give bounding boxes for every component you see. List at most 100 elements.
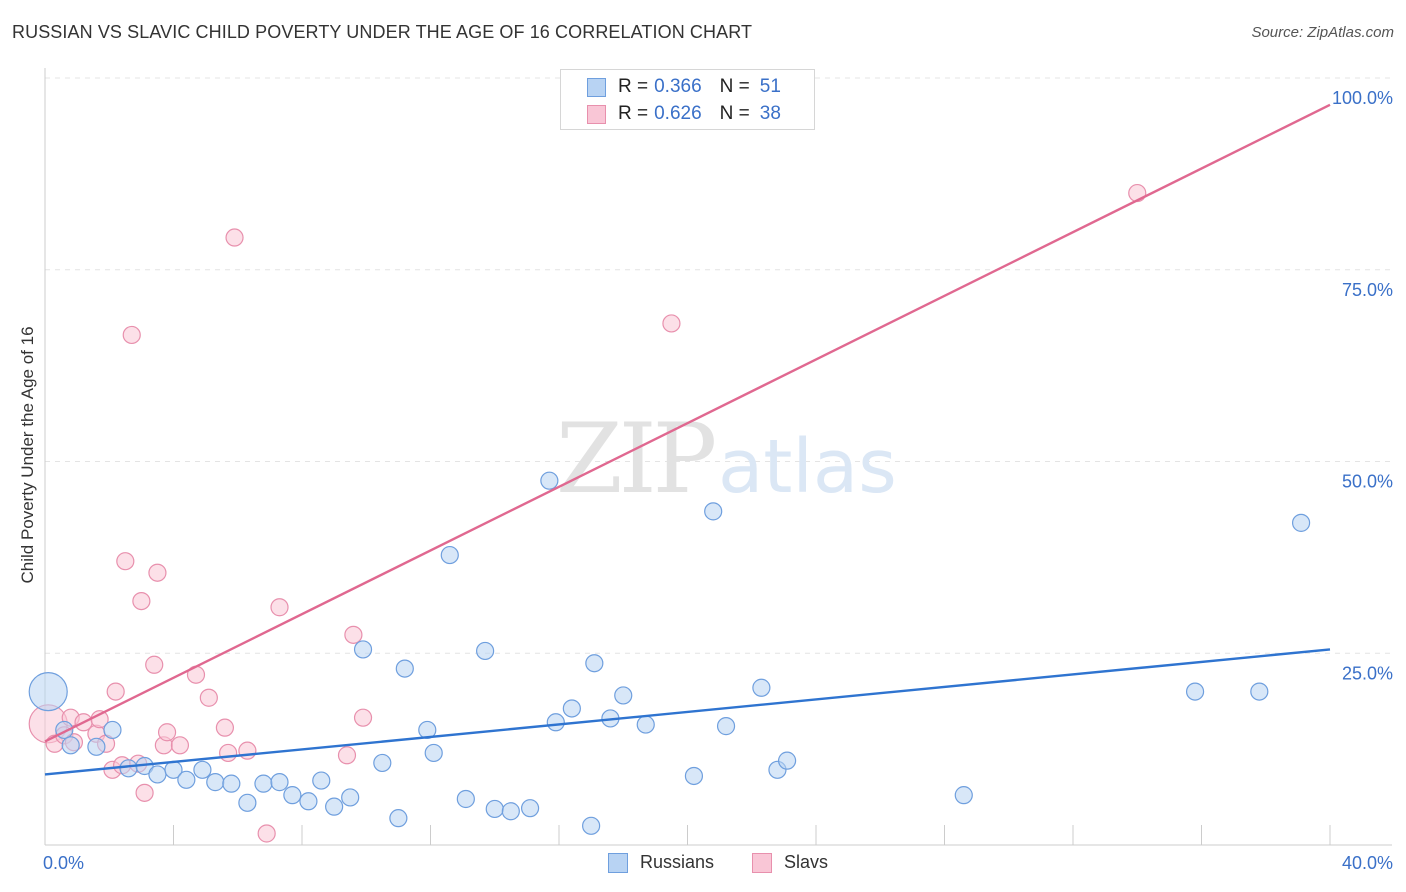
russians-point xyxy=(193,760,212,779)
russians-point xyxy=(485,799,504,819)
chart-title: RUSSIAN VS SLAVIC CHILD POVERTY UNDER TH… xyxy=(12,22,753,42)
source-label: Source: ZipAtlas.com xyxy=(1251,24,1394,41)
russians-point xyxy=(636,715,655,734)
y-tick-label-100: 100.0% xyxy=(1332,88,1393,108)
slavs-point xyxy=(257,824,276,843)
russians-point xyxy=(1250,682,1269,701)
russians-point xyxy=(1185,682,1205,701)
russians-point xyxy=(540,471,559,490)
slavs-trend-line xyxy=(44,103,1331,743)
slavs-point xyxy=(170,736,190,755)
watermark-atlas: atlas xyxy=(718,424,897,510)
russians-point xyxy=(456,789,475,809)
y-tick-label-25: 25.0% xyxy=(1342,663,1393,683)
russians-point xyxy=(440,545,459,565)
russians-point xyxy=(562,699,581,718)
legend-r-label: R = xyxy=(618,76,649,97)
russians-point xyxy=(206,773,225,792)
russians-point xyxy=(389,809,408,828)
legend-n-label: N = xyxy=(719,76,750,97)
slavs-point xyxy=(662,314,681,333)
russians-point xyxy=(341,788,360,807)
russians-n-value: 51 xyxy=(759,76,781,97)
russians-point xyxy=(476,641,495,661)
russians-point xyxy=(299,792,318,811)
russians-point xyxy=(61,736,80,755)
russians-point xyxy=(704,502,723,521)
russians-point xyxy=(954,786,973,805)
slavs-point xyxy=(157,723,177,742)
slavs-point xyxy=(270,598,289,617)
russians-point xyxy=(752,678,771,697)
russians-swatch-icon xyxy=(587,77,606,97)
legend-slavs-label: Slavs xyxy=(784,852,829,872)
russians-point xyxy=(1291,513,1311,532)
russians-point xyxy=(312,771,331,790)
correlation-legend: R = 0.366 N = 51 R = 0.626 N = 38 xyxy=(560,69,815,130)
slavs-point xyxy=(215,718,234,737)
legend-row-russians: R = 0.366 N = 51 xyxy=(587,75,781,99)
russians-points xyxy=(28,471,1311,835)
russians-point xyxy=(582,816,601,835)
legend-item-slavs: Slavs xyxy=(752,852,828,873)
russians-point xyxy=(546,713,565,732)
russians-point xyxy=(501,802,520,821)
watermark-zip: ZIP xyxy=(556,403,715,515)
russians-point xyxy=(148,765,167,784)
legend-item-russians: Russians xyxy=(608,852,714,873)
axes xyxy=(44,68,1392,846)
russians-point xyxy=(424,743,443,763)
legend-r-label: R = xyxy=(618,103,649,124)
russians-point xyxy=(418,720,437,740)
slavs-legend-swatch-icon xyxy=(752,852,772,873)
slavs-r-value: 0.626 xyxy=(654,103,702,124)
russians-point xyxy=(585,654,604,673)
russians-point xyxy=(87,737,106,756)
russians-point xyxy=(325,797,344,816)
russians-point xyxy=(353,640,373,659)
tick-labels: 25.0% 50.0% 75.0% 100.0% 0.0% 40.0% xyxy=(43,88,1393,873)
x-tick-label-min: 0.0% xyxy=(43,853,84,873)
russians-r-value: 0.366 xyxy=(654,76,702,97)
russians-point xyxy=(103,720,122,740)
legend-n-label: N = xyxy=(719,103,750,124)
legend-russians-label: Russians xyxy=(640,852,715,872)
russians-point xyxy=(270,773,289,792)
slavs-point xyxy=(132,591,151,611)
russians-point xyxy=(716,717,736,736)
slavs-point xyxy=(238,741,257,760)
russians-point xyxy=(777,751,797,770)
slavs-point xyxy=(148,563,167,582)
legend-row-slavs: R = 0.626 N = 38 xyxy=(587,102,781,126)
russians-legend-swatch-icon xyxy=(608,852,628,873)
russians-point xyxy=(283,786,302,805)
russians-point xyxy=(614,686,633,705)
slavs-point xyxy=(353,708,373,727)
y-axis-label: Child Poverty Under the Age of 16 xyxy=(18,326,37,584)
russians-point xyxy=(28,671,68,712)
russians-point xyxy=(238,793,257,812)
gridlines xyxy=(45,77,1392,654)
russians-point xyxy=(222,774,241,793)
slavs-point xyxy=(199,688,218,707)
russians-point xyxy=(119,759,138,778)
russians-point xyxy=(684,766,704,786)
slavs-point xyxy=(219,743,238,763)
russians-point xyxy=(395,659,414,678)
russians-point xyxy=(254,774,273,793)
slavs-n-value: 38 xyxy=(759,103,781,124)
series-legend: Russians Slavs xyxy=(0,852,1406,878)
russians-point xyxy=(373,753,392,773)
slavs-point xyxy=(106,682,125,701)
slavs-swatch-icon xyxy=(587,104,606,124)
trend-lines xyxy=(44,103,1331,776)
russians-point xyxy=(520,799,540,818)
russians-trend-line xyxy=(44,648,1331,776)
russians-point xyxy=(177,770,196,789)
watermark: ZIP atlas xyxy=(556,403,897,515)
slavs-point xyxy=(225,228,244,247)
y-tick-label-50: 50.0% xyxy=(1342,472,1393,492)
slavs-point xyxy=(145,655,164,674)
slavs-point xyxy=(337,746,357,765)
